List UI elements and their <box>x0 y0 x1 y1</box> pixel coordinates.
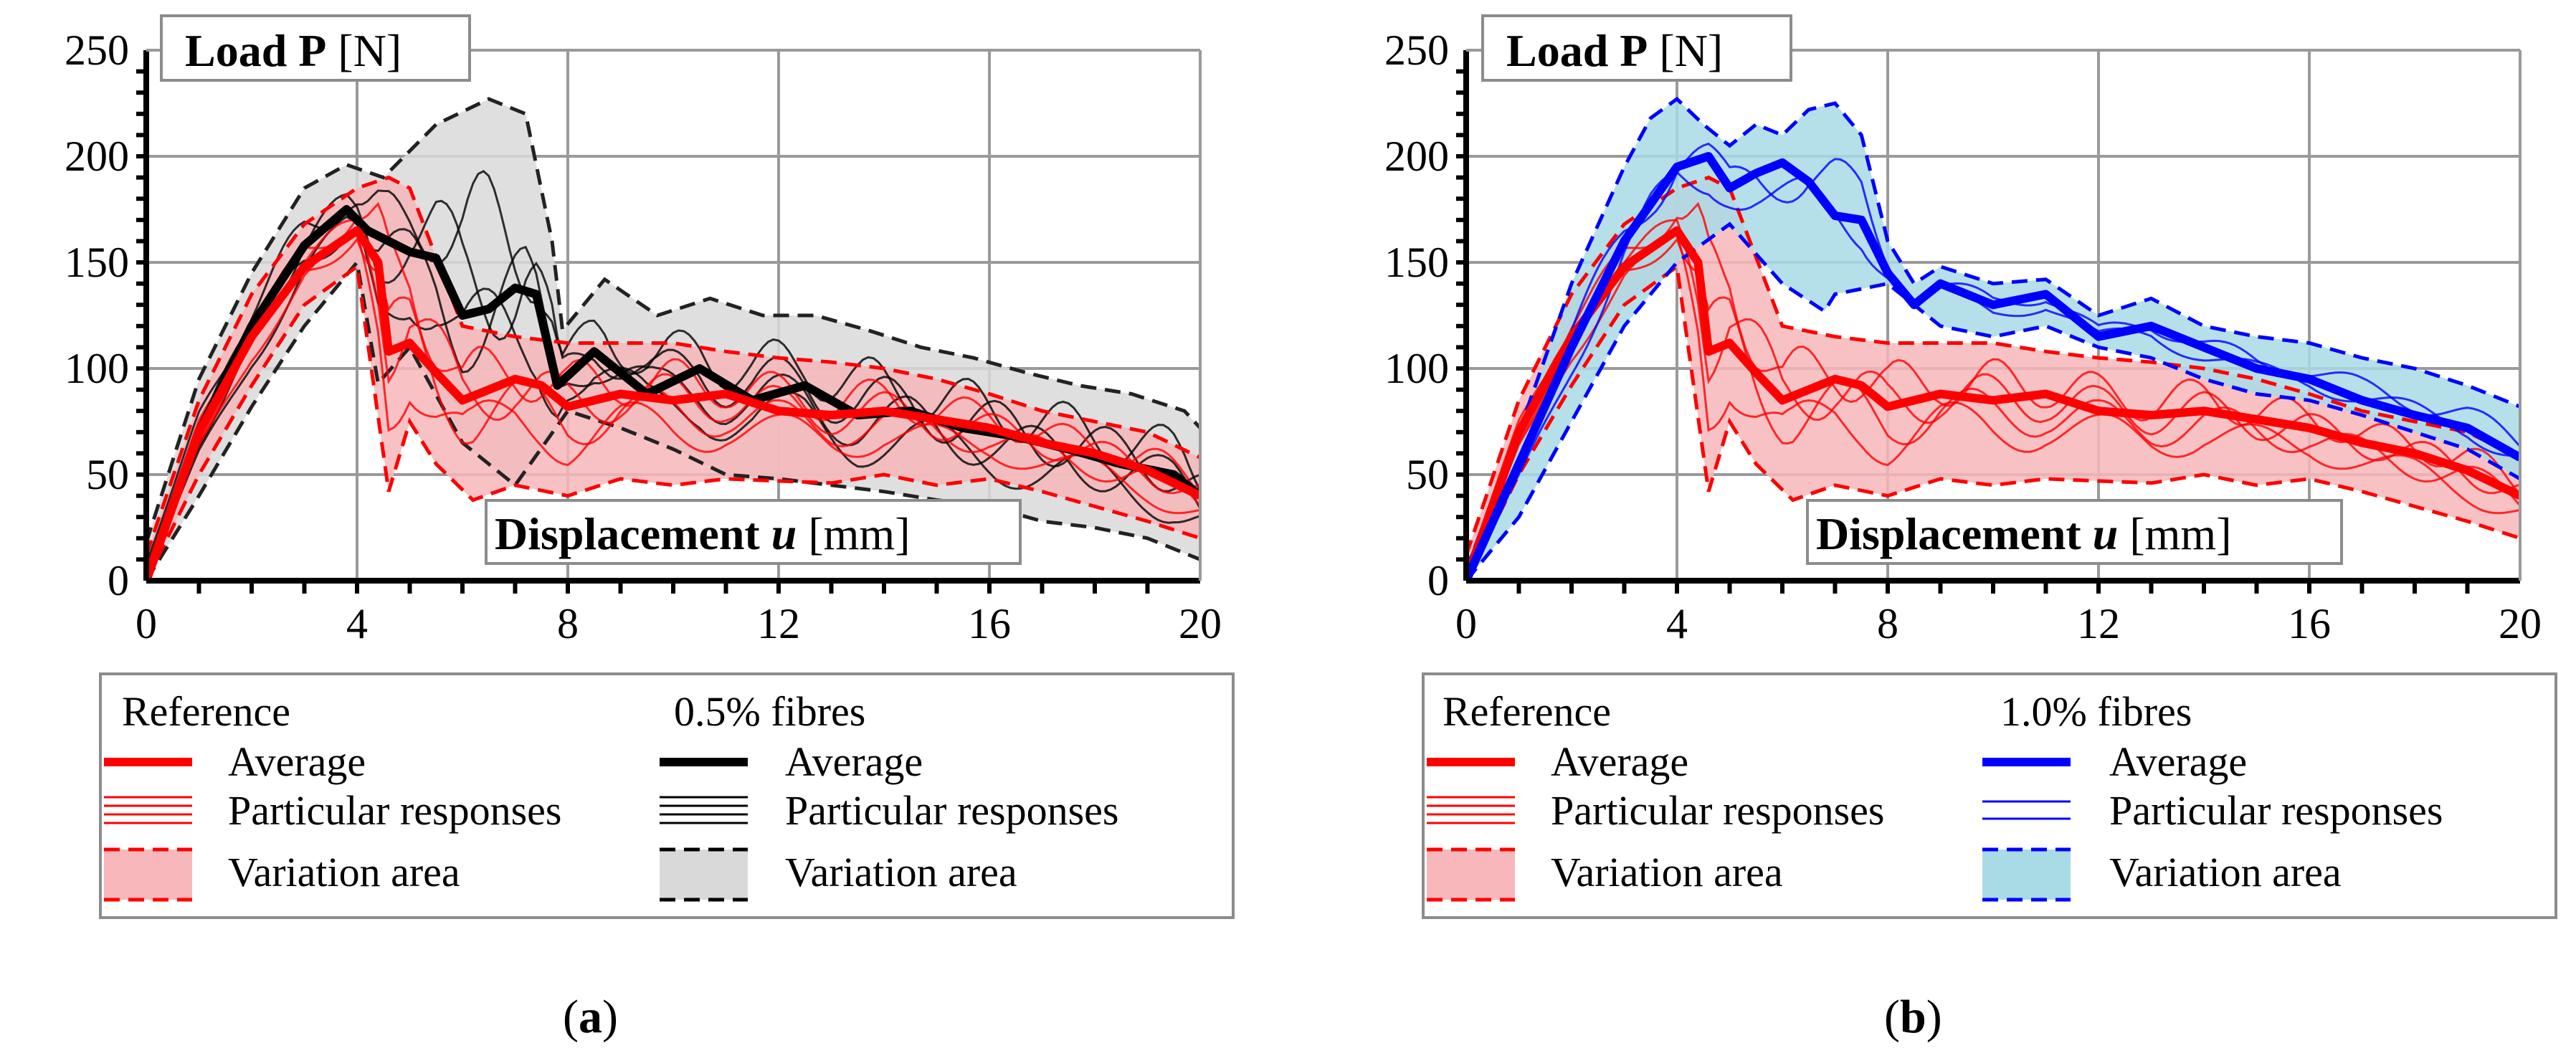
panel-b-ytick-label-1: 50 <box>1406 451 1449 498</box>
panel-b-legend-fibre-average-label: Average <box>2109 738 2247 785</box>
panel-a-ytick-label-5: 250 <box>65 27 129 74</box>
panel-a-reference-upper-bound <box>146 175 1200 556</box>
panel-b-caption: (b) <box>1884 991 1942 1043</box>
panel-b-xlabel-box <box>1806 499 2343 565</box>
panel-a-ytick-label-3: 150 <box>65 239 129 286</box>
panel-a-legend-ref-particular-label: Particular responses <box>228 787 561 834</box>
panel-a-ytick-label-4: 200 <box>65 133 129 180</box>
panel-a-xlabel-unit: [mm] <box>808 508 910 559</box>
panel-b-legend-ref-variation-swatch <box>1427 847 1515 902</box>
panel-a-caption-letter: a <box>579 991 602 1043</box>
panel-b-xtick-label-2: 8 <box>1877 600 1898 647</box>
panel-a-legend-ref-average-label: Average <box>228 738 366 785</box>
panel-b-legend-group1-title: Reference <box>1443 688 1611 735</box>
panel-b-legend-fibre-variation-label: Variation area <box>2109 849 2342 895</box>
panel-a-legend-fibre-particular-label: Particular responses <box>785 787 1118 834</box>
panel-b-caption-letter: b <box>1900 991 1926 1043</box>
panel-b-legend-group2-title: 1.0% fibres <box>2000 688 2192 735</box>
panel-b-ytick-label-4: 200 <box>1384 133 1449 180</box>
panel-b-legend-fibre-particular-label: Particular responses <box>2109 787 2443 834</box>
panel-a-legend-fibre-average-label: Average <box>785 738 923 785</box>
panel-a-ylabel-bold: Load P <box>185 25 326 76</box>
panel-a-legend-ref-particular-swatch <box>104 796 192 824</box>
panel-b-data <box>1466 96 2520 581</box>
panel-b-fibre-lower-bound <box>1466 222 2520 581</box>
panel-b-ytick-label-3: 150 <box>1384 239 1449 286</box>
panel-a-legend-ref-variation-swatch <box>104 847 192 902</box>
panel-b-ylabel-unit: [N] <box>1659 25 1723 76</box>
panel-b-fibre-upper-bound <box>1466 96 2520 571</box>
panel-a-xlabel-box <box>485 499 1022 565</box>
panel-b-reference-average-line <box>1466 226 2520 581</box>
panel-a-legend-fibre-variation-swatch <box>660 847 748 902</box>
panel-b-ylabel-bold: Load P <box>1506 25 1648 76</box>
panel-b-legend-ref-particular-swatch <box>1427 796 1515 824</box>
panel-a-legend-fibre-variation-label: Variation area <box>785 849 1017 895</box>
panel-b-reference-lower-bound <box>1466 263 2520 581</box>
panel-b-reference-variation-area <box>1466 177 2520 581</box>
panel-a-xtick-label-2: 8 <box>557 600 579 647</box>
panel-a-ylabel-box <box>160 14 471 82</box>
panel-a-xtick-label-5: 20 <box>1179 600 1222 647</box>
panel-b-ytick-label-5: 250 <box>1384 27 1449 74</box>
panel-b-xtick-label-0: 0 <box>1455 600 1477 647</box>
panel-a-legend-group1-title: Reference <box>122 688 290 735</box>
panel-a-ytick-label-2: 100 <box>65 345 129 392</box>
panel-b-legend-fibre-particular-swatch <box>1982 800 2071 820</box>
panel-a-fibre-upper-bound <box>146 97 1200 543</box>
panel-a-legend-fibre-particular-swatch <box>660 796 748 824</box>
panel-a-ytick-label-1: 50 <box>86 451 129 498</box>
panel-a-legend-ref-variation-label: Variation area <box>228 849 460 895</box>
panel-b-xtick-label-4: 16 <box>2288 600 2331 647</box>
panel-b-ytick-label-0: 0 <box>1427 557 1449 604</box>
panel-a-reference-average-line <box>146 226 1200 581</box>
panel-a-data <box>146 97 1200 581</box>
panel-b-ytick-label-2: 100 <box>1384 345 1449 392</box>
panel-b-legend: Reference 1.0% fibres Average Particular… <box>1422 672 2557 919</box>
panel-a-xtick-label-4: 16 <box>968 600 1011 647</box>
panel-a-fibre-lower-bound <box>146 258 1200 581</box>
panel-a-xtick-label-0: 0 <box>136 600 157 647</box>
panel-b-ylabel: Load P [N] <box>1506 25 1723 76</box>
panel-a-xtick-label-3: 12 <box>757 600 800 647</box>
panel-b-xtick-label-1: 4 <box>1666 600 1688 647</box>
panel-b-ylabel-box <box>1481 14 1792 82</box>
panel-b-xtick-label-5: 20 <box>2499 600 2542 647</box>
panel-a-xtick-label-1: 4 <box>346 600 368 647</box>
panel-b-xlabel-var: u <box>2093 508 2119 559</box>
panel-a-caption: (a) <box>563 991 618 1043</box>
panel-a-xlabel-var: u <box>771 508 797 559</box>
panel-b-legend-ref-average-label: Average <box>1551 738 1688 785</box>
panel-a-xlabel-bold: Displacement <box>495 508 760 559</box>
panel-b-legend-ref-variation-label: Variation area <box>1551 849 1783 895</box>
panel-a-reference-lower-bound <box>146 263 1200 581</box>
panel-b-legend-fibre-variation-swatch <box>1982 847 2071 902</box>
panel-b-fibre-average-line <box>1466 152 2520 581</box>
panel-b-fibre-variation-area <box>1466 99 2520 581</box>
panel-b-legend-ref-particular-label: Particular responses <box>1551 787 1884 834</box>
panel-b-xlabel-unit: [mm] <box>2129 508 2231 559</box>
panel-a-xlabel: Displacement u [mm] <box>495 508 911 559</box>
panel-b-xlabel: Displacement u [mm] <box>1816 508 2232 559</box>
panel-b-xtick-label-3: 12 <box>2077 600 2120 647</box>
panel-b-xlabel-bold: Displacement <box>1816 508 2081 559</box>
panel-a-ytick-label-0: 0 <box>108 557 129 604</box>
panel-a-legend-group2-title: 0.5% fibres <box>674 688 865 735</box>
panel-a-ylabel: Load P [N] <box>185 25 401 76</box>
panel-a-legend: Reference 0.5% fibres Average Particular… <box>99 672 1235 919</box>
panel-a-ylabel-unit: [N] <box>338 25 401 76</box>
